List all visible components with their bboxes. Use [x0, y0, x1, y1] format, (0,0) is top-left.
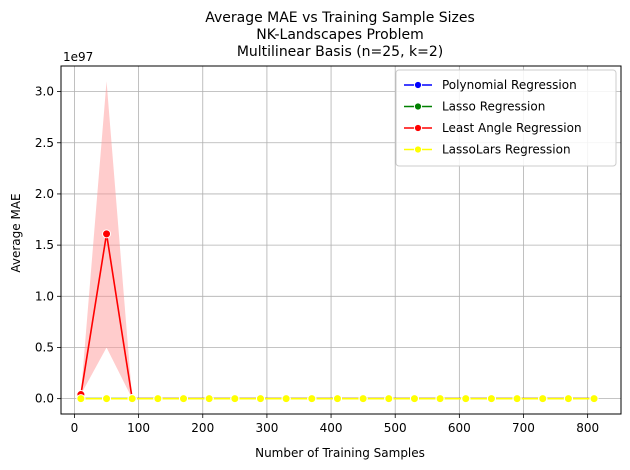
data-point — [409, 394, 419, 404]
y-axis-label: Average MAE — [9, 193, 23, 272]
legend-label: Lasso Regression — [442, 100, 545, 114]
data-point — [307, 394, 317, 404]
legend-marker — [413, 123, 423, 133]
legend-marker — [413, 145, 423, 154]
legend-marker — [413, 80, 423, 90]
x-tick-label: 600 — [448, 421, 471, 435]
chart-title: Average MAE vs Training Sample Sizes NK-… — [205, 10, 475, 60]
y-axis-offset-text: 1e97 — [63, 50, 93, 64]
data-point — [512, 394, 522, 404]
x-tick-label: 0 — [71, 421, 79, 435]
chart-title-line-2: NK-Landscapes Problem — [256, 27, 423, 43]
data-point — [255, 394, 265, 404]
data-point — [281, 394, 291, 404]
legend-label: Polynomial Regression — [442, 78, 577, 92]
x-tick-label: 800 — [576, 421, 599, 435]
x-axis-ticks: 0 100 200 300 400 500 600 700 800 — [71, 414, 599, 435]
x-tick-label: 500 — [384, 421, 407, 435]
x-tick-label: 400 — [320, 421, 343, 435]
data-point — [384, 394, 394, 404]
y-tick-label: 0.0 — [35, 392, 54, 406]
data-point — [538, 394, 548, 404]
y-tick-label: 2.5 — [35, 136, 54, 150]
chart-title-line-3: Multilinear Basis (n=25, k=2) — [237, 44, 443, 60]
data-point — [102, 394, 112, 404]
x-tick-label: 300 — [255, 421, 278, 435]
legend-marker — [413, 102, 423, 111]
series-markers — [76, 229, 599, 404]
series-lines — [80, 233, 595, 400]
data-point — [486, 394, 496, 404]
y-axis-ticks: 0.0 0.5 1.0 1.5 2.0 2.5 3.0 — [35, 85, 61, 406]
legend-label: LassoLars Regression — [442, 143, 571, 157]
data-point — [358, 394, 368, 404]
legend: Polynomial Regression Lasso Regression Lea… — [395, 69, 617, 167]
data-point — [153, 394, 163, 404]
data-point — [204, 394, 214, 404]
chart-title-line-1: Average MAE vs Training Sample Sizes — [205, 10, 475, 26]
data-point — [127, 394, 137, 404]
data-point — [179, 394, 189, 404]
legend-label: Least Angle Regression — [442, 121, 582, 135]
data-point — [332, 394, 342, 404]
x-tick-label: 200 — [191, 421, 214, 435]
grid — [61, 66, 621, 414]
series-line — [80, 233, 595, 400]
data-point — [563, 394, 573, 404]
y-tick-label: 0.5 — [35, 340, 54, 354]
data-point — [435, 394, 445, 404]
x-tick-label: 100 — [127, 421, 150, 435]
data-point — [589, 394, 599, 404]
x-axis-label: Number of Training Samples — [255, 446, 425, 460]
data-point — [76, 394, 86, 404]
data-point — [102, 229, 112, 239]
y-tick-label: 2.0 — [35, 187, 54, 201]
plot-area-frame — [60, 65, 622, 415]
y-tick-label: 1.5 — [35, 238, 54, 252]
y-tick-label: 1.0 — [35, 289, 54, 303]
y-tick-label: 3.0 — [35, 85, 54, 99]
data-point — [461, 394, 471, 404]
x-tick-label: 700 — [512, 421, 535, 435]
data-point — [230, 394, 240, 404]
legend-box — [395, 69, 617, 167]
